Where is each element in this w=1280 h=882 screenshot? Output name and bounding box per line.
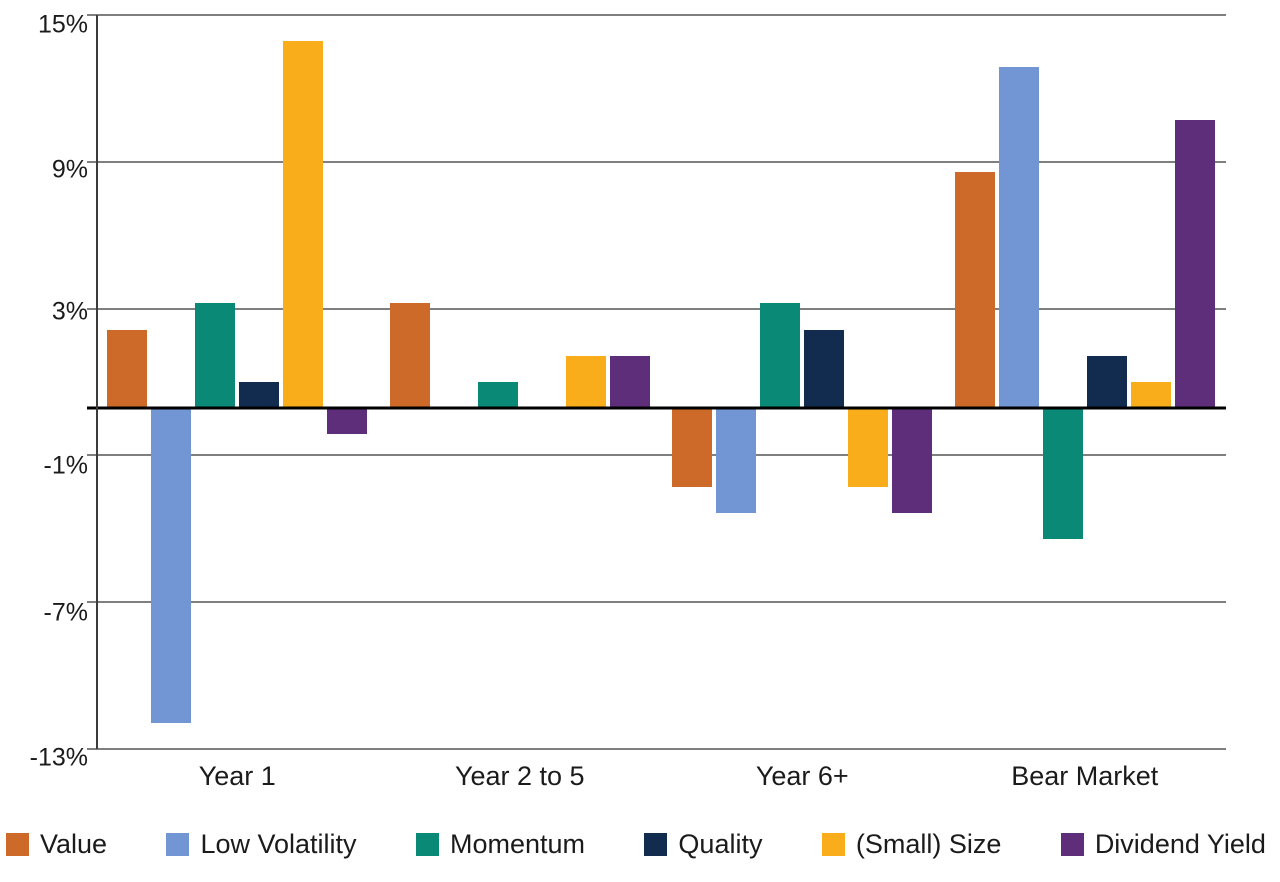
y-axis: 15% 9% 3% -1% -7% -13% (0, 10, 88, 770)
legend-item-low-volatility: Low Volatility (166, 828, 357, 860)
y-tick-label: 9% (51, 155, 88, 184)
plot-area (87, 14, 1226, 750)
gridline (87, 748, 1226, 750)
legend-label: Value (40, 828, 108, 859)
bar-quality-bear-market (1086, 355, 1127, 409)
bar-slot (477, 15, 518, 749)
legend-item-quality: Quality (644, 829, 762, 860)
y-tick-label: 15% (37, 10, 88, 39)
bar-dividend-yield-bear-market (1174, 119, 1215, 409)
zero-baseline (87, 406, 1226, 410)
x-category-label: Year 6+ (755, 761, 849, 791)
bar-slot (522, 15, 562, 749)
bar-slot (565, 15, 606, 749)
bar-slot (239, 15, 280, 749)
bar-group-year-1 (96, 15, 379, 749)
x-category-label: Bear Market (1011, 761, 1159, 791)
y-tick-label: -1% (43, 451, 88, 480)
bar-slot (804, 15, 845, 749)
legend-swatch-icon (415, 832, 439, 856)
bar-group-bear-market (944, 15, 1227, 749)
bar-small-size-year-1 (283, 41, 324, 409)
y-tick-label: -13% (29, 743, 88, 772)
legend-label: Momentum (449, 828, 586, 859)
bar-slot (195, 15, 236, 749)
bar-slot (672, 15, 713, 749)
bar-slot (434, 15, 474, 749)
bar-momentum-year-2-to-5 (477, 382, 518, 409)
x-category-label: Year 2 to 5 (454, 761, 585, 791)
bar-low-volatility-bear-market (998, 67, 1039, 409)
legend-label: Low Volatility (200, 828, 357, 859)
bar-value-year-1 (107, 329, 148, 409)
bar-slot (1042, 15, 1083, 749)
legend-label: (Small) Size (855, 828, 1002, 859)
bar-dividend-yield-year-2-to-5 (609, 355, 650, 409)
bar-slot (151, 15, 192, 749)
x-axis: Year 1 Year 2 to 5 Year 6+ Bear Market (96, 753, 1226, 799)
y-axis-line (96, 15, 98, 749)
legend-item-small-size: (Small) Size (821, 828, 1002, 860)
bar-slot (1174, 15, 1215, 749)
legend-label: Dividend Yield (1094, 828, 1266, 859)
legend-label: Quality (678, 828, 763, 859)
bar-slot (107, 15, 148, 749)
gridline (87, 601, 1226, 604)
bar-slot (1130, 15, 1171, 749)
bar-slot (848, 15, 889, 749)
legend-swatch-icon (1060, 832, 1084, 856)
bar-slot (389, 15, 430, 749)
gridline (87, 160, 1226, 163)
legend-swatch-icon (6, 832, 29, 856)
bar-small-size-year-6 (848, 408, 889, 487)
bar-small-size-year-2-to-5 (565, 355, 606, 409)
bar-small-size-bear-market (1130, 382, 1171, 409)
bar-momentum-bear-market (1042, 408, 1083, 540)
bar-slot (1086, 15, 1127, 749)
y-tick-label: -7% (43, 598, 88, 627)
legend-item-value: Value (6, 829, 107, 860)
bar-slot (327, 15, 368, 749)
gridline (87, 307, 1226, 310)
bar-quality-year-6 (804, 329, 845, 409)
bar-quality-year-1 (239, 382, 280, 409)
bar-value-year-2-to-5 (389, 303, 430, 409)
legend: Value Low Volatility Momentum Quality (S… (6, 822, 1266, 866)
x-category-label: Year 1 (198, 761, 276, 791)
bar-slot (716, 15, 757, 749)
bar-value-bear-market (954, 172, 995, 409)
bar-dividend-yield-year-6 (892, 408, 933, 514)
gridline (87, 14, 1226, 16)
legend-item-dividend-yield: Dividend Yield (1060, 828, 1266, 860)
bar-slot (998, 15, 1039, 749)
gridline (87, 454, 1226, 457)
bar-low-volatility-year-6 (716, 408, 757, 514)
bar-dividend-yield-year-1 (327, 408, 368, 435)
bar-momentum-year-1 (195, 303, 236, 409)
legend-swatch-icon (821, 832, 845, 856)
bar-slot (283, 15, 324, 749)
bar-momentum-year-6 (760, 303, 801, 409)
bar-group-year-2-to-5 (379, 15, 662, 749)
bar-groups (96, 15, 1226, 749)
legend-swatch-icon (166, 832, 190, 856)
bar-slot (760, 15, 801, 749)
y-tick-label: 3% (51, 297, 88, 326)
bar-slot (609, 15, 650, 749)
bar-low-volatility-year-1 (151, 408, 192, 723)
bar-slot (954, 15, 995, 749)
legend-swatch-icon (644, 832, 668, 856)
legend-item-momentum: Momentum (415, 828, 586, 860)
bar-slot (892, 15, 933, 749)
bar-value-year-6 (672, 408, 713, 487)
bar-group-year-6 (661, 15, 944, 749)
